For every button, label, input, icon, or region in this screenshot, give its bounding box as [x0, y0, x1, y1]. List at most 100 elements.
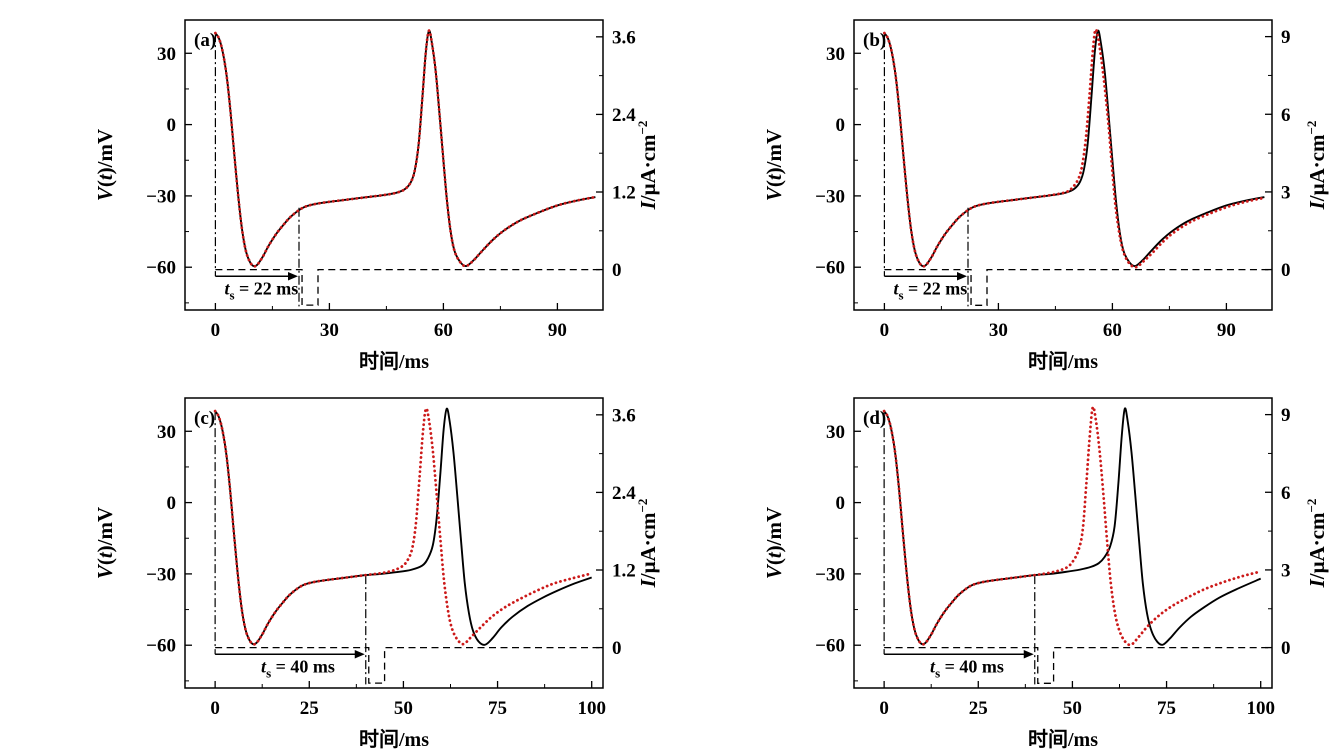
- series-membrane-potential-dotted-dotted: [214, 29, 597, 268]
- x-tick-label: 50: [394, 698, 413, 719]
- x-tick-label: 75: [1157, 698, 1176, 719]
- chart-b: ts = 22 ms0 30 60 90300−30−609630V(t)/mVI/μ…: [762, 19, 1329, 373]
- series-membrane-potential-dotted-dotted: [882, 405, 1263, 647]
- y-left-tick-label: −30: [146, 186, 176, 207]
- y-left-tick-label: −60: [146, 636, 176, 657]
- ticks: [854, 413, 1272, 688]
- x-tick-label: 50: [1063, 698, 1082, 719]
- y-right-tick-label: 9: [1281, 405, 1291, 426]
- panel-label: (c): [194, 408, 215, 429]
- series-membrane-potential-solid-solid: [214, 29, 596, 268]
- y-left-tick-label: −60: [146, 258, 176, 279]
- y-left-axis-title: V(t)/mV: [762, 507, 786, 579]
- y-left-tick-label: −60: [815, 258, 845, 279]
- panel-b: ts = 22 ms 0 30 60 90 30 0 −30 −60 9 6 3 0 V(t)/mV I/μ…: [669, 0, 1339, 378]
- y-right-tick-label: 3.6: [612, 405, 636, 426]
- y-left-axis-title: V(t)/mV: [93, 129, 117, 201]
- y-right-tick-label: 6: [1281, 105, 1291, 126]
- ts-arrow-head-icon: [288, 272, 298, 281]
- plot-area-c: [213, 407, 603, 685]
- panel-a: ts = 22 ms 0 30 60 90 30 0 −30 −60 3.6 2.4 1.2 0 V(t)…: [0, 0, 669, 378]
- x-tick-label: 25: [969, 698, 988, 719]
- axes-frame: [853, 397, 1273, 689]
- y-right-tick-label: 2.4: [612, 483, 636, 504]
- y-right-tick-label: 3.6: [612, 27, 636, 48]
- x-tick-label: 90: [548, 320, 567, 341]
- y-left-tick-label: 30: [826, 44, 845, 65]
- chart-a: ts = 22 ms0 30 60 90300−30−603.62.41.20V(t)…: [93, 19, 660, 373]
- panel-label: (d): [863, 408, 886, 429]
- y-left-tick-label: 0: [167, 493, 177, 514]
- stimulus-current-line: [884, 646, 1272, 684]
- series-membrane-potential-dotted-dotted: [883, 28, 1266, 269]
- series-membrane-potential-solid-solid: [214, 407, 593, 646]
- panel-label: (b): [863, 30, 886, 51]
- x-tick-label: 75: [488, 698, 507, 719]
- x-tick-label: 100: [577, 698, 606, 719]
- panel-label: (a): [194, 30, 216, 51]
- series-membrane-potential-solid-solid: [883, 29, 1265, 268]
- y-left-tick-label: 0: [167, 115, 177, 136]
- axes-frame: [184, 19, 604, 311]
- y-right-tick-label: 2.4: [612, 105, 636, 126]
- panel-c: ts = 40 ms 0 25 50 75 100 30 0 −30 −60 3.6 2.4 1.2 0 V…: [0, 378, 669, 756]
- panel-d: ts = 40 ms 0 25 50 75 100 30 0 −30 −60 9 6 3 0 V(t)/mV…: [669, 378, 1339, 756]
- x-tick-label: 60: [1103, 320, 1122, 341]
- ts-annotation-label: ts = 22 ms: [893, 279, 967, 303]
- plot-area-a: [214, 29, 603, 307]
- stimulus-current-line: [215, 268, 603, 306]
- chart-d: ts = 40 ms0 25 50 75 100300−30−609630V(t)/mV…: [762, 397, 1329, 751]
- x-tick-label: 30: [320, 320, 339, 341]
- y-right-axis-title: I/μA·cm−2: [635, 121, 660, 211]
- x-tick-label: 0: [211, 320, 221, 341]
- x-axis-title: 时间/ms: [1028, 350, 1098, 373]
- x-axis-title: 时间/ms: [359, 350, 429, 373]
- chart-c: ts = 40 ms 0 25 50 75 100 30 0 −30 −60 3.6 2.4 1.2 0 V…: [93, 397, 660, 751]
- y-right-tick-label: 3: [1281, 182, 1291, 203]
- x-tick-label: 90: [1217, 320, 1236, 341]
- y-right-tick-label: 6: [1281, 483, 1291, 504]
- axes-frame: [853, 19, 1273, 311]
- y-right-tick-label: 0: [612, 638, 622, 659]
- ticks: [854, 35, 1272, 310]
- y-right-tick-label: 0: [612, 260, 622, 281]
- ts-arrow-head-icon: [957, 272, 967, 281]
- y-left-tick-label: 30: [157, 44, 176, 65]
- stimulus-current-line: [215, 646, 603, 684]
- y-left-tick-label: 30: [826, 422, 845, 443]
- x-axis-title: 时间/ms: [359, 728, 429, 751]
- x-tick-label: 100: [1246, 698, 1275, 719]
- ticks: [185, 36, 603, 310]
- plot-area-b: [883, 28, 1272, 307]
- x-tick-label: 0: [879, 698, 889, 719]
- ts-annotation-label: ts = 40 ms: [261, 657, 335, 681]
- ts-arrow-head-icon: [1023, 650, 1034, 659]
- y-left-tick-label: −60: [815, 636, 845, 657]
- x-tick-label: 25: [300, 698, 319, 719]
- series-membrane-potential-solid-solid: [883, 407, 1262, 646]
- x-tick-label: 30: [989, 320, 1008, 341]
- y-left-tick-label: 0: [836, 493, 846, 514]
- x-tick-label: 0: [880, 320, 890, 341]
- x-tick-label: 60: [434, 320, 453, 341]
- y-left-tick-label: −30: [146, 564, 176, 585]
- x-tick-label: 0: [210, 698, 220, 719]
- ts-annotation-label: ts = 40 ms: [930, 657, 1004, 681]
- y-left-tick-label: 0: [836, 115, 846, 136]
- y-right-tick-label: 9: [1281, 27, 1291, 48]
- plot-area-d: [882, 405, 1272, 685]
- y-right-tick-label: 1.2: [612, 561, 636, 582]
- y-right-tick-label: 1.2: [612, 183, 636, 204]
- series-membrane-potential-dotted-dotted: [213, 407, 594, 646]
- y-right-tick-label: 3: [1281, 560, 1291, 581]
- y-left-axis-title: V(t)/mV: [762, 129, 786, 201]
- y-left-tick-label: −30: [815, 186, 845, 207]
- y-right-axis-title: I/μA·cm−2: [635, 499, 660, 589]
- y-right-tick-label: 0: [1281, 260, 1291, 281]
- ts-annotation-label: ts = 22 ms: [224, 279, 298, 303]
- y-left-axis-title: V(t)/mV: [93, 507, 117, 579]
- y-left-tick-label: 30: [157, 422, 176, 443]
- y-right-axis-title: I/μA·cm−2: [1304, 499, 1329, 589]
- y-right-axis-title: I/μA·cm−2: [1304, 121, 1329, 211]
